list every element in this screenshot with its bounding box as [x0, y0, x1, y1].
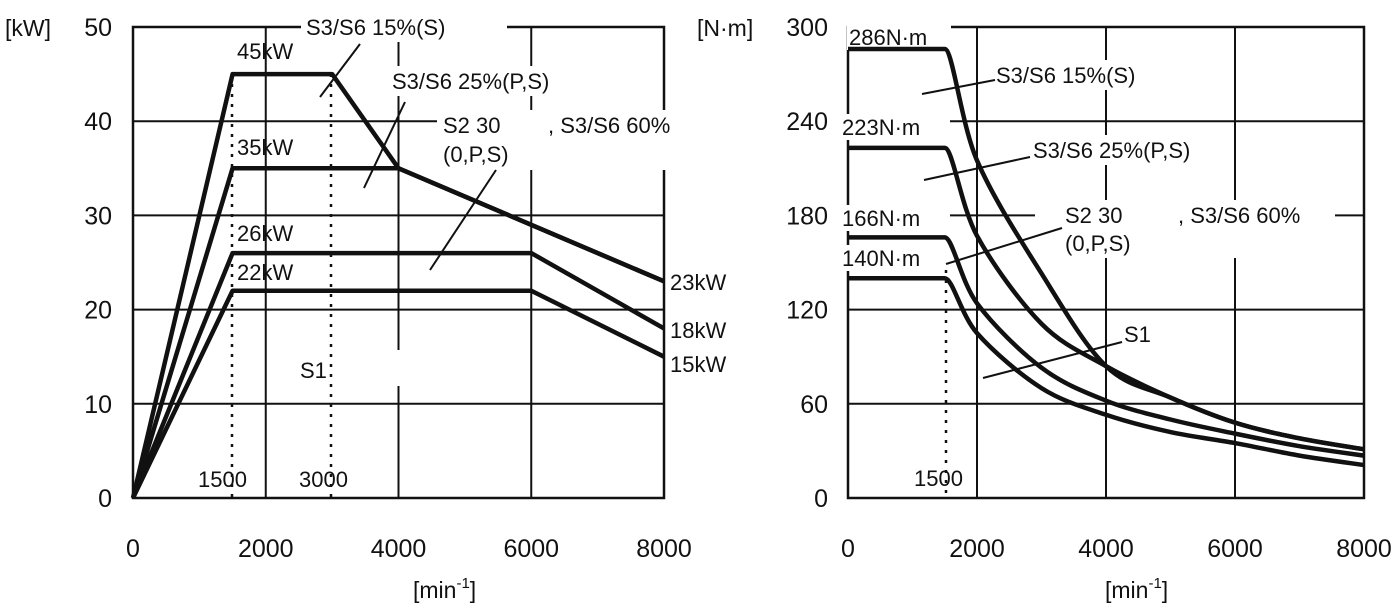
power-x-tick-label: 4000 — [371, 535, 427, 563]
torque-x-tick-label: 4000 — [1078, 535, 1134, 563]
power-label-35kw: 35kW — [237, 135, 293, 160]
torque-y-tick-label: 120 — [786, 297, 828, 325]
power-series-line-3 — [130, 250, 666, 499]
power-y-unit: [kW] — [5, 15, 51, 41]
torque-label-166: 166N·m — [842, 206, 920, 231]
power-series — [130, 71, 666, 499]
torque-x-tick-label: 6000 — [1207, 535, 1263, 563]
power-y-tick-label: 30 — [84, 202, 112, 230]
power-y-tick-label: 20 — [84, 297, 112, 325]
torque-x-tick-label: 0 — [841, 535, 855, 563]
torque-series-line-4 — [848, 275, 1365, 468]
torque-y-tick-label: 60 — [800, 391, 828, 419]
torque-x-tick-label: 2000 — [949, 535, 1005, 563]
power-y-tick-label: 40 — [84, 108, 112, 136]
torque-label-s3-60: , S3/S6 60% — [1178, 203, 1300, 228]
torque-series-line-2 — [848, 145, 1365, 452]
torque-label-223: 223N·m — [842, 115, 920, 140]
power-label-26kw: 26kW — [237, 221, 293, 246]
power-grid — [131, 25, 666, 500]
torque-y-tick-label: 240 — [786, 108, 828, 136]
power-y-tick-label: 0 — [98, 485, 112, 513]
power-series-line-4 — [130, 288, 666, 499]
torque-label-286: 286N·m — [849, 25, 927, 50]
torque-x-tick-label: 8000 — [1336, 535, 1392, 563]
torque-arrows — [921, 79, 1123, 379]
torque-label-s2-30: S2 30 — [1065, 203, 1123, 228]
power-label-s3-60: , S3/S6 60% — [548, 113, 670, 138]
torque-label-s1: S1 — [1124, 322, 1151, 347]
torque-series-line-3 — [848, 235, 1365, 458]
power-label-s1: S1 — [300, 358, 327, 383]
power-x-tick-label: 0 — [126, 535, 140, 563]
power-label-15kw: 15kW — [670, 352, 726, 377]
power-series-line-2 — [130, 166, 665, 499]
power-arrows — [319, 43, 497, 271]
power-x-tick-label: 2000 — [238, 535, 294, 563]
power-x-tick-label: 6000 — [503, 535, 559, 563]
torque-y-ticks: 0 60 120 180 240 300 — [786, 14, 828, 513]
power-label-18kw: 18kW — [670, 318, 726, 343]
power-label-22kw: 22kW — [237, 260, 293, 285]
torque-y-tick-label: 180 — [786, 202, 828, 230]
torque-x-ticks: 0 2000 4000 6000 8000 — [841, 535, 1392, 563]
torque-label-140: 140N·m — [842, 246, 920, 271]
power-label-45kw: 45kW — [237, 39, 293, 64]
torque-y-tick-label: 0 — [814, 485, 828, 513]
torque-label-s3-25: S3/S6 25%(P,S) — [1033, 138, 1190, 163]
power-label-1500: 1500 — [198, 467, 247, 492]
power-label-s2-30: S2 30 — [443, 113, 501, 138]
power-label-s3-15: S3/S6 15%(S) — [306, 15, 445, 40]
power-x-unit: [min-1] — [413, 575, 476, 603]
torque-x-unit: [min-1] — [1105, 575, 1168, 603]
power-y-ticks: 0 10 20 30 40 50 — [84, 14, 112, 513]
torque-label-1500: 1500 — [914, 466, 963, 491]
torque-y-tick-label: 300 — [786, 14, 828, 42]
power-label-3000: 3000 — [299, 467, 348, 492]
power-y-tick-label: 50 — [84, 14, 112, 42]
power-x-tick-label: 8000 — [636, 535, 692, 563]
torque-y-unit: [N·m] — [697, 15, 753, 41]
power-label-23kw: 23kW — [670, 270, 726, 295]
power-label-s2-sub: (0,P,S) — [443, 142, 509, 167]
power-y-tick-label: 10 — [84, 391, 112, 419]
torque-label-s3-15: S3/S6 15%(S) — [996, 63, 1135, 88]
power-label-s3-25: S3/S6 25%(P,S) — [392, 69, 549, 94]
torque-label-s2-sub: (0,P,S) — [1065, 231, 1131, 256]
torque-series — [848, 46, 1365, 468]
power-chart: 0 2000 4000 6000 8000 0 10 20 30 40 50 [kW] [min-… — [5, 12, 726, 603]
power-x-ticks: 0 2000 4000 6000 8000 — [126, 535, 692, 563]
